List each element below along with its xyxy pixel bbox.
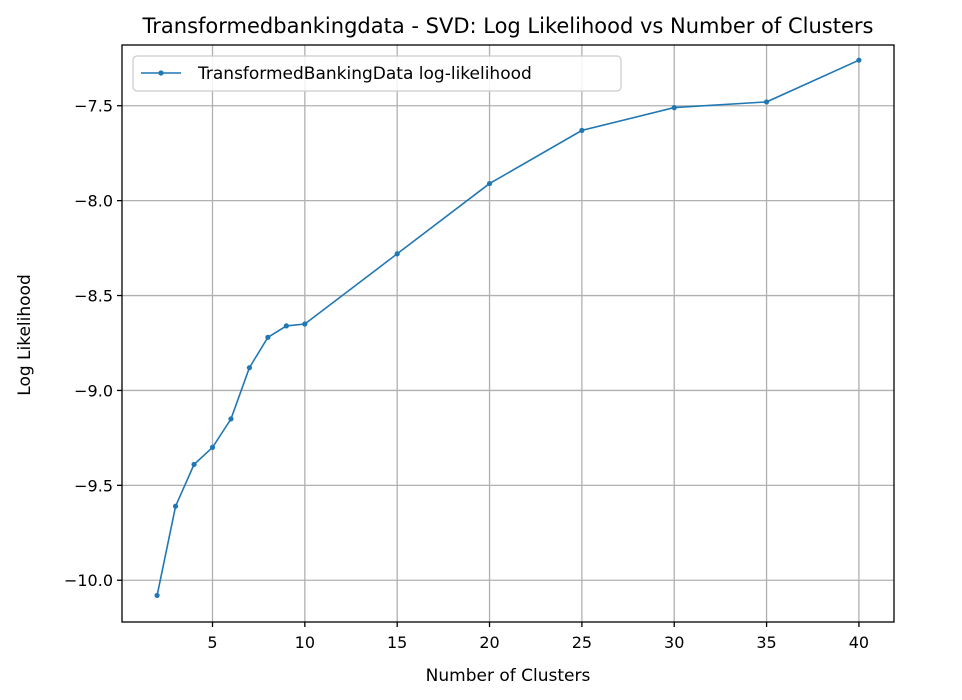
data-point <box>671 105 677 111</box>
x-tick-label: 10 <box>295 633 315 652</box>
y-tick-label: −7.5 <box>74 97 113 116</box>
series-line <box>156 59 860 596</box>
data-point <box>394 251 400 257</box>
y-axis: −10.0 −9.5 −9.0 −8.5 −8.0 −7.5 <box>64 97 122 590</box>
data-point <box>228 416 234 422</box>
data-point <box>856 57 862 63</box>
grid <box>122 45 894 622</box>
legend: TransformedBankingData log-likelihood <box>132 55 622 92</box>
data-point <box>579 127 585 134</box>
data-point <box>246 365 253 371</box>
x-tick-label: 35 <box>756 633 776 652</box>
y-tick-label: −8.0 <box>74 192 113 211</box>
y-tick-label: −9.0 <box>74 381 113 400</box>
y-tick-label: −10.0 <box>64 571 113 590</box>
data-point <box>209 444 216 450</box>
y-tick-label: −9.5 <box>74 476 113 495</box>
data-point <box>763 99 770 105</box>
data-point <box>172 503 179 509</box>
x-tick-label: 15 <box>387 633 407 652</box>
data-point <box>191 461 197 468</box>
x-tick-label: 5 <box>207 633 217 652</box>
x-axis: 5 10 15 20 25 30 35 40 <box>207 622 869 652</box>
series-layer <box>154 57 862 599</box>
x-tick-label: 25 <box>572 633 592 652</box>
data-point <box>302 321 308 327</box>
legend-marker-swatch <box>158 70 164 76</box>
x-axis-label: Number of Clusters <box>426 666 591 686</box>
data-point <box>486 180 493 187</box>
data-point <box>154 592 160 599</box>
x-tick-label: 40 <box>849 633 869 652</box>
data-point <box>283 323 289 329</box>
plot-frame <box>121 44 895 623</box>
y-axis-label: Log Likelihood <box>15 274 35 395</box>
data-point <box>265 334 271 340</box>
x-tick-label: 30 <box>664 633 684 652</box>
chart-title: Transformedbankingdata - SVD: Log Likeli… <box>142 14 874 38</box>
legend-label: TransformedBankingData log-likelihood <box>197 64 532 84</box>
legend-box <box>132 55 622 92</box>
y-tick-label: −8.5 <box>74 287 113 306</box>
x-tick-label: 20 <box>479 633 499 652</box>
